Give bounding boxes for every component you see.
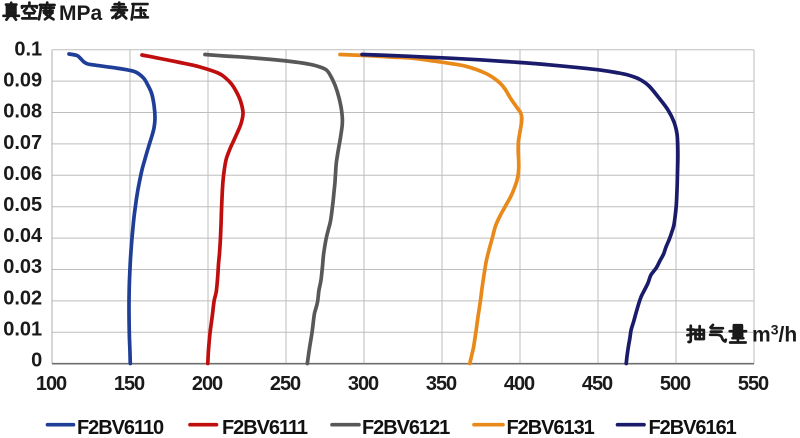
svg-text:F2BV6161: F2BV6161: [649, 417, 737, 438]
svg-text:0.07: 0.07: [3, 132, 42, 154]
svg-text:0.02: 0.02: [3, 287, 42, 309]
svg-text:0.05: 0.05: [3, 194, 42, 216]
svg-text:F2BV6121: F2BV6121: [362, 417, 450, 438]
svg-text:500: 500: [660, 373, 691, 395]
svg-text:100: 100: [36, 373, 67, 395]
svg-text:MPa: MPa: [59, 2, 103, 25]
svg-text:450: 450: [582, 373, 613, 395]
svg-text:0: 0: [31, 350, 42, 372]
svg-text:0.04: 0.04: [3, 225, 43, 247]
svg-text:250: 250: [270, 373, 301, 395]
svg-text:400: 400: [504, 373, 535, 395]
svg-text:150: 150: [114, 373, 145, 395]
svg-text:300: 300: [348, 373, 379, 395]
svg-text:550: 550: [738, 373, 769, 395]
svg-text:m3/h: m3/h: [752, 322, 797, 347]
svg-text:0.06: 0.06: [3, 163, 42, 185]
svg-text:200: 200: [192, 373, 223, 395]
svg-text:0.03: 0.03: [3, 256, 42, 278]
svg-text:0.08: 0.08: [3, 101, 42, 123]
svg-text:350: 350: [426, 373, 457, 395]
svg-text:0.09: 0.09: [3, 70, 42, 92]
svg-text:F2BV6131: F2BV6131: [507, 417, 595, 438]
svg-text:0.1: 0.1: [14, 39, 42, 61]
svg-text:F2BV6110: F2BV6110: [77, 417, 164, 438]
svg-text:0.01: 0.01: [3, 318, 42, 340]
svg-text:F2BV6111: F2BV6111: [222, 417, 308, 438]
